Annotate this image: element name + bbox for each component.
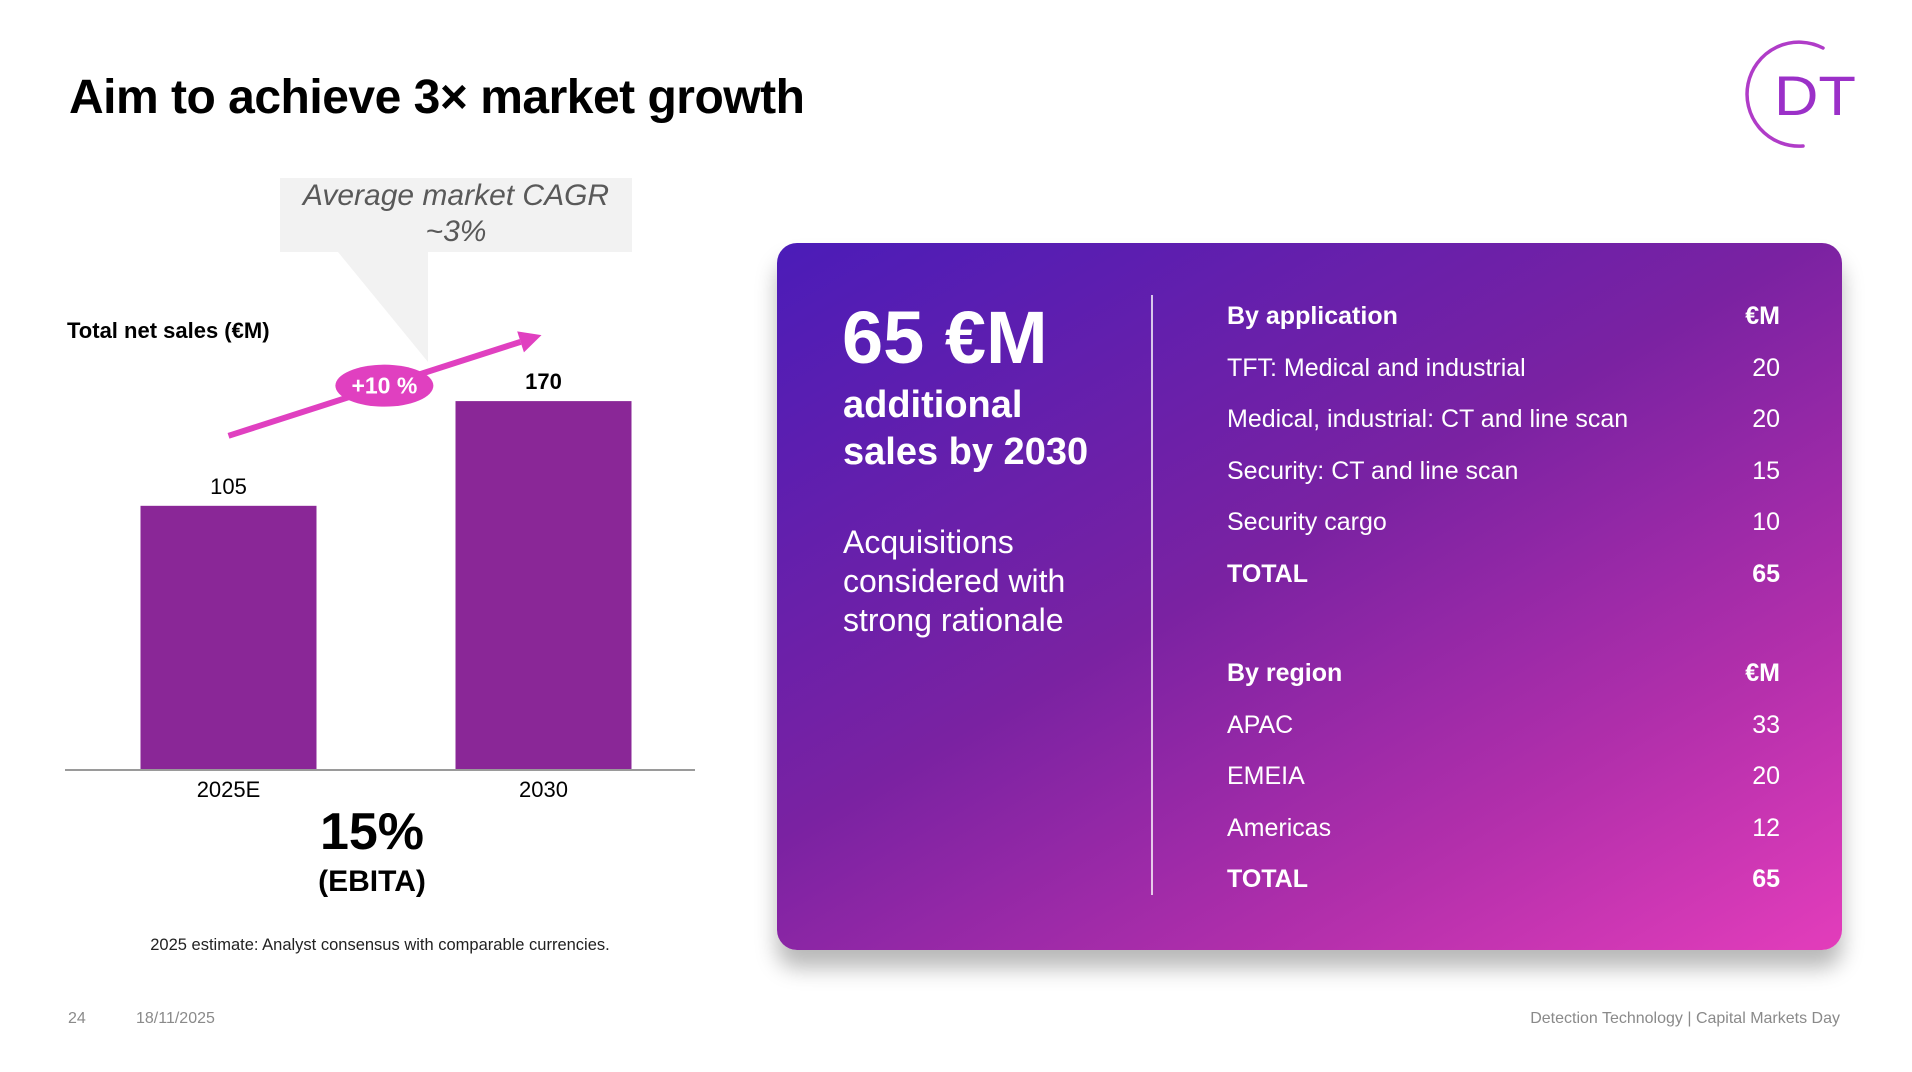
footer-presentation-title: Detection Technology | Capital Markets D… [1530,1010,1840,1027]
table-row: Americas 12 [1227,803,1780,855]
growth-badge-label: +10 % [351,373,417,399]
card-sub-line-2: sales by 2030 [843,431,1089,473]
table-total-row: TOTAL 65 [1227,549,1780,601]
row-label: Medical, industrial: CT and line scan [1227,405,1629,434]
total-label: TOTAL [1227,559,1309,588]
dt-logo: DT [1745,40,1856,148]
by-application-table: By application €M TFT: Medical and indus… [1227,291,1780,601]
card-subheadline: additional sales by 2030 [843,382,1088,476]
row-label: Security: CT and line scan [1227,456,1519,485]
table-header-unit: €M [1745,302,1780,330]
card-note: Acquisitions considered with strong rati… [843,523,1065,640]
table-header: By region €M [1227,648,1780,700]
card-sub-line-1: additional [843,384,1023,426]
ebita-label: (EBITA) [318,865,426,898]
row-value: 12 [1752,813,1780,842]
page-title: Aim to achieve 3× market growth [69,71,805,124]
row-label: Security cargo [1227,508,1387,537]
summary-card: 65 €M additional sales by 2030 Acquisiti… [777,243,1842,950]
row-value: 20 [1752,762,1780,791]
row-value: 20 [1752,405,1780,434]
card-note-line-1: Acquisitions [843,524,1014,560]
logo-arc-icon [1745,40,1825,148]
by-region-table: By region €M APAC 33 EMEIA 20 Americas 1… [1227,648,1780,906]
row-label: Americas [1227,813,1332,842]
footer-date: 18/11/2025 [136,1010,215,1027]
callout-line-1: Average market CAGR [302,179,610,212]
bar-2030 [455,401,632,770]
footnote: 2025 estimate: Analyst consensus with co… [150,936,610,954]
table-row: Medical, industrial: CT and line scan 20 [1227,394,1780,446]
chart-title: Total net sales (€M) [67,318,270,343]
card-note-line-2: considered with [843,563,1066,599]
row-label: EMEIA [1227,762,1305,791]
row-label: TFT: Medical and industrial [1227,353,1526,382]
table-header-label: By application [1227,302,1398,330]
bar-value-label: 170 [525,369,562,394]
logo-text: DT [1774,64,1856,127]
row-value: 10 [1752,508,1780,537]
table-total-row: TOTAL 65 [1227,854,1780,906]
growth-arrow-head-icon [517,331,542,353]
row-value: 15 [1752,456,1780,485]
table-row: Security cargo 10 [1227,497,1780,549]
callout-text: Average market CAGR ~3% [280,178,632,252]
total-label: TOTAL [1227,865,1309,894]
bar-2025E [140,505,317,770]
table-row: EMEIA 20 [1227,751,1780,803]
growth-badge [335,364,434,407]
total-value: 65 [1752,865,1780,894]
ebita-value: 15% [319,803,425,861]
category-label: 2030 [519,777,568,802]
row-value: 20 [1752,353,1780,382]
table-header-label: By region [1227,659,1343,687]
card-note-line-3: strong rationale [843,602,1064,638]
table-row: TFT: Medical and industrial 20 [1227,343,1780,395]
category-label: 2025E [197,777,261,802]
callout-line-2: ~3% [425,215,487,248]
table-row: APAC 33 [1227,700,1780,752]
table-row: Security: CT and line scan 15 [1227,446,1780,498]
table-header-unit: €M [1745,659,1780,687]
row-label: APAC [1227,710,1294,739]
total-value: 65 [1752,559,1780,588]
card-divider [1151,295,1153,895]
card-headline: 65 €M [842,296,1048,379]
row-value: 33 [1752,710,1780,739]
bar-value-label: 105 [210,474,247,499]
page-number: 24 [68,1010,86,1027]
table-header: By application €M [1227,291,1780,343]
